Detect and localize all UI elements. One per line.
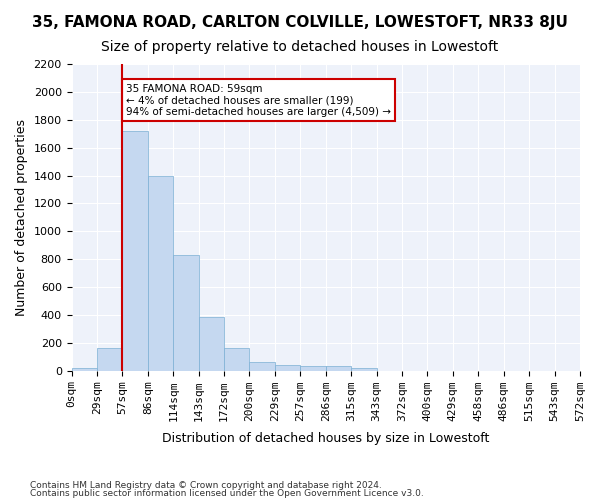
Bar — [224, 348, 250, 370]
Bar — [97, 348, 122, 370]
Bar — [351, 368, 377, 370]
Bar — [122, 131, 148, 370]
Text: 35 FAMONA ROAD: 59sqm
← 4% of detached houses are smaller (199)
94% of semi-deta: 35 FAMONA ROAD: 59sqm ← 4% of detached h… — [126, 84, 391, 116]
Bar — [326, 366, 351, 370]
Text: Contains public sector information licensed under the Open Government Licence v3: Contains public sector information licen… — [30, 488, 424, 498]
Bar — [301, 366, 326, 370]
Y-axis label: Number of detached properties: Number of detached properties — [15, 119, 28, 316]
Bar — [199, 317, 224, 370]
Bar — [250, 362, 275, 370]
Text: Size of property relative to detached houses in Lowestoft: Size of property relative to detached ho… — [101, 40, 499, 54]
Bar — [71, 368, 97, 370]
Text: Contains HM Land Registry data © Crown copyright and database right 2024.: Contains HM Land Registry data © Crown c… — [30, 481, 382, 490]
X-axis label: Distribution of detached houses by size in Lowestoft: Distribution of detached houses by size … — [162, 432, 490, 445]
Bar — [173, 255, 199, 370]
Bar — [275, 365, 301, 370]
Bar — [148, 176, 173, 370]
Text: 35, FAMONA ROAD, CARLTON COLVILLE, LOWESTOFT, NR33 8JU: 35, FAMONA ROAD, CARLTON COLVILLE, LOWES… — [32, 15, 568, 30]
